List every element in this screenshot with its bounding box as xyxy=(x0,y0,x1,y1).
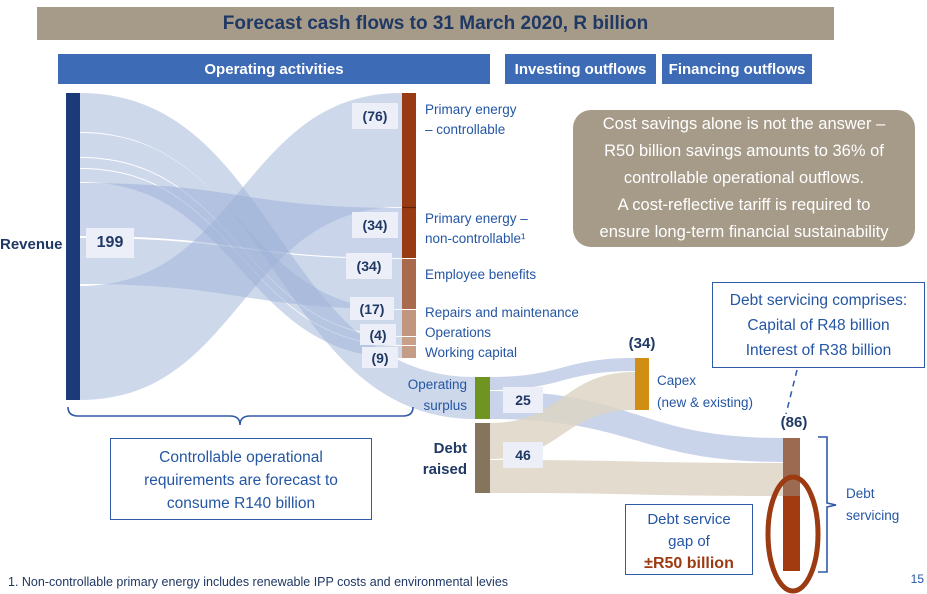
flow-debt_raised-to-debt_servicing_funded xyxy=(490,460,783,496)
label-operating-surplus: Operating surplus xyxy=(407,377,467,413)
node-repairs xyxy=(402,310,416,336)
title-bar: Forecast cash flows to 31 March 2020, R … xyxy=(37,7,834,40)
footnote: 1. Non-controllable primary energy inclu… xyxy=(8,575,509,589)
callout-connector-dashed-line xyxy=(785,369,798,415)
label-pe-controllable: Primary energy – controllable xyxy=(425,102,517,137)
value-working-capital: (9) xyxy=(362,347,398,368)
label-employee-benefits: Employee benefits xyxy=(425,267,537,282)
value-pe-non-controllable: (34) xyxy=(352,212,398,238)
label-operations: Operations xyxy=(425,325,492,340)
page-number: 15 xyxy=(910,572,924,586)
flow-debt_raised-to-capex xyxy=(490,372,635,459)
callout-controllable-requirements: Controllable operational requirements ar… xyxy=(110,438,372,520)
revenue-value: 199 xyxy=(86,228,134,258)
label-working-capital: Working capital xyxy=(425,345,518,360)
debt-gap-highlight-ellipse xyxy=(765,474,821,594)
node-operating_surplus xyxy=(475,377,490,419)
node-working_capital xyxy=(402,346,416,358)
node-employee_benefits xyxy=(402,259,416,309)
value-debt-raised: 46 xyxy=(503,442,543,468)
value-employee-benefits: (34) xyxy=(346,253,392,279)
page-title: Forecast cash flows to 31 March 2020, R … xyxy=(222,12,649,34)
sankey-decorations xyxy=(67,206,837,594)
value-operating-surplus: 25 xyxy=(503,387,543,413)
header-investing-outflows: Investing outflows xyxy=(505,54,656,84)
value-capex: (34) xyxy=(628,335,656,352)
value-repairs: (17) xyxy=(350,297,394,320)
node-debt_servicing_gap xyxy=(783,496,800,571)
value-pe-controllable: (76) xyxy=(352,103,398,129)
header-financing-outflows: Financing outflows xyxy=(662,54,812,84)
callout-cost-savings: Cost savings alone is not the answer – R… xyxy=(573,110,915,247)
flow-revenue-to-pe_controllable xyxy=(80,93,402,400)
revenue-label: Revenue xyxy=(0,236,63,253)
label-debt-raised: Debt raised xyxy=(422,440,467,478)
debt-gap-intro: Debt service gap of xyxy=(647,511,731,550)
value-debt-servicing: (86) xyxy=(780,414,808,431)
debt-servicing-bracket xyxy=(818,436,837,573)
debt-gap-value: ±R50 billion xyxy=(644,555,734,572)
header-operating-activities: Operating activities xyxy=(58,54,490,84)
sankey-nodes xyxy=(66,93,800,571)
value-operations: (4) xyxy=(360,324,396,345)
node-debt_raised xyxy=(475,423,490,493)
node-debt_servicing_funded xyxy=(783,438,800,496)
label-debt-servicing: Debt servicing xyxy=(846,486,900,523)
label-capex: Capex (new & existing) xyxy=(657,373,754,410)
node-pe_controllable xyxy=(402,93,416,207)
label-pe-non-controllable: Primary energy – non-controllable¹ xyxy=(425,211,528,246)
flow-operating_surplus-to-capex xyxy=(490,358,635,390)
callout-debt-service-gap: Debt service gap of ±R50 billion xyxy=(625,504,753,575)
node-capex xyxy=(635,358,649,410)
node-revenue xyxy=(66,93,80,400)
node-operations xyxy=(402,337,416,345)
node-pe_non_controllable xyxy=(402,208,416,258)
sankey-links xyxy=(80,93,783,496)
callout-debt-servicing-comprises: Debt servicing comprises: Capital of R48… xyxy=(712,282,925,368)
controllable-brace xyxy=(67,406,414,426)
label-repairs: Repairs and maintenance xyxy=(425,305,579,320)
